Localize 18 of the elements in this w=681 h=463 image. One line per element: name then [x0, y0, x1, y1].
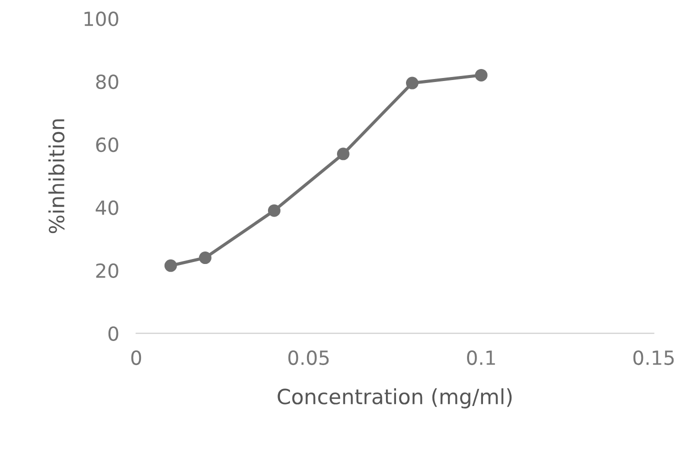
y-tick-label: 20 — [96, 263, 118, 278]
point — [406, 76, 418, 90]
point — [474, 68, 488, 82]
y-axis-title: %inhibition — [48, 119, 64, 234]
point — [198, 252, 212, 264]
y-tick-label: 0 — [108, 326, 118, 342]
y-tick-label: 40 — [96, 200, 118, 216]
y-tick-label: 60 — [96, 137, 118, 152]
x-axis-title: Concentration (mg/ml) — [278, 388, 512, 408]
point — [164, 259, 177, 272]
x-tick-label: 0.15 — [633, 350, 674, 366]
y-tick-label: 80 — [96, 74, 118, 90]
x-tick-label: 0.05 — [288, 350, 329, 366]
x-tick-label: 0 — [131, 350, 142, 366]
x-tick-label: 0.1 — [467, 350, 495, 366]
point — [336, 148, 350, 160]
y-tick-label: 100 — [84, 11, 118, 26]
point — [268, 204, 280, 217]
